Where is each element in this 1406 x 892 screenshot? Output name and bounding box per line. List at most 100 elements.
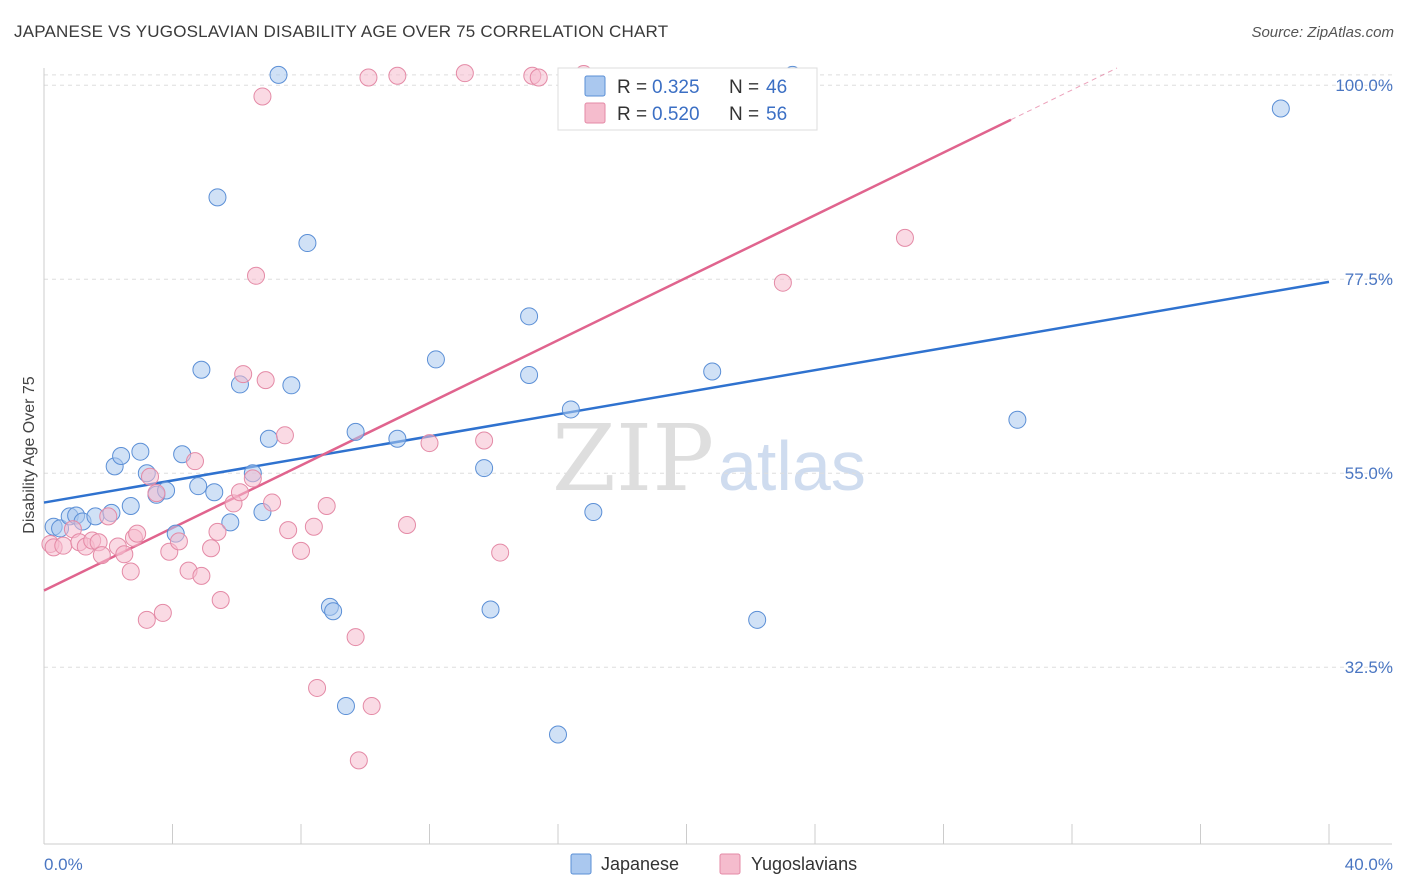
yugoslav-point (529, 68, 548, 87)
y-axis-label: Disability Age Over 75 (21, 376, 38, 534)
yugoslav-point (491, 543, 510, 562)
yugoslav-point (192, 566, 211, 585)
y-tick-label: 55.0% (1345, 464, 1393, 483)
yugoslav-point (275, 426, 294, 445)
legend-yugoslav-swatch (719, 853, 741, 875)
yugoslav-point (92, 546, 111, 565)
yugoslav-point (121, 562, 140, 581)
x-tick-label: 0.0% (44, 855, 83, 874)
japanese-swatch (584, 75, 606, 97)
japanese-point (112, 447, 131, 465)
japanese-point (520, 307, 539, 326)
yugoslav-point (895, 228, 914, 247)
yugoslav-point (292, 541, 310, 560)
yugoslav-point (388, 66, 407, 85)
yugoslav-point (263, 493, 282, 512)
yugoslav-point (211, 590, 230, 609)
yugoslav-point (169, 532, 188, 551)
y-tick-labels: 32.5% 55.0% 77.5% 100.0% (1335, 76, 1393, 677)
yugoslav-trend-line (43, 118, 1012, 592)
yugoslav-point (773, 273, 792, 292)
japanese-point (703, 362, 722, 381)
japanese-point (298, 234, 317, 253)
yugoslav-point (304, 517, 323, 536)
japanese-point (426, 350, 445, 369)
yugoslav-point (141, 467, 160, 486)
data-points (41, 64, 1290, 770)
yugoslav-r-value: 0.520 (652, 104, 700, 125)
japanese-point (336, 697, 355, 716)
japanese-point (748, 610, 767, 629)
yugoslav-point (420, 434, 439, 453)
trend-lines (43, 67, 1330, 592)
yugoslav-point (202, 539, 221, 558)
legend-yugoslav-label: Yugoslavians (751, 854, 857, 874)
yugoslav-point (359, 68, 378, 87)
yugoslav-point (346, 628, 365, 647)
yugoslav-point (230, 483, 249, 502)
legend-japanese-swatch (570, 853, 592, 875)
yugoslav-n-label: N = (729, 104, 759, 125)
yugoslav-point (317, 497, 336, 516)
yugoslav-point (115, 545, 134, 564)
japanese-point (520, 365, 539, 384)
japanese-point (269, 65, 288, 84)
stats-legend: R = 0.325 N = 46 R = 0.520 N = 56 (557, 67, 818, 131)
yugoslav-swatch (584, 102, 606, 124)
yugoslav-point (234, 365, 253, 384)
yugoslav-point (349, 751, 368, 770)
yugoslav-point (137, 610, 156, 629)
japanese-point (208, 188, 227, 207)
japanese-point (1271, 99, 1290, 118)
yugoslav-point (455, 64, 474, 83)
yugoslav-point (243, 469, 262, 488)
yugoslav-point (247, 266, 266, 285)
watermark-zip: ZIP (552, 405, 714, 512)
japanese-point (324, 602, 343, 621)
yugoslav-point (153, 603, 172, 622)
legend-japanese-label: Japanese (601, 854, 679, 874)
japanese-n-value: 46 (766, 77, 787, 98)
yugoslav-point (475, 431, 494, 450)
chart-title: JAPANESE VS YUGOSLAVIAN DISABILITY AGE O… (14, 22, 669, 41)
yugoslav-point (362, 697, 381, 716)
yugoslav-n-value: 56 (766, 104, 787, 125)
x-tick-labels: 0.0% 40.0% (44, 855, 1393, 874)
yugoslav-point (279, 521, 298, 540)
yugoslav-point (253, 87, 272, 106)
series-legend: Japanese Yugoslavians (570, 853, 857, 875)
japanese-point (192, 360, 211, 379)
y-tick-label: 32.5% (1345, 658, 1393, 677)
yugoslav-point (128, 524, 147, 543)
japanese-point (131, 442, 150, 461)
japanese-n-label: N = (729, 77, 759, 98)
yugoslav-point (208, 522, 227, 541)
japanese-point (561, 400, 580, 419)
japanese-point (221, 513, 240, 532)
watermark: ZIP atlas (552, 405, 866, 512)
yugoslav-r-label: R = (617, 104, 647, 125)
yugoslav-point (185, 452, 204, 471)
yugoslav-trend-line-extension (1010, 67, 1118, 121)
japanese-point (259, 429, 278, 448)
japanese-r-value: 0.325 (652, 77, 700, 98)
japanese-point (388, 429, 407, 448)
yugoslav-point (54, 536, 73, 555)
yugoslav-point (398, 515, 417, 534)
japanese-point (282, 376, 301, 395)
japanese-trend-line (43, 280, 1330, 504)
japanese-point (475, 459, 494, 478)
japanese-point (584, 503, 603, 522)
yugoslav-point (99, 507, 118, 526)
japanese-r-label: R = (617, 77, 647, 98)
y-tick-label: 100.0% (1335, 76, 1393, 95)
japanese-point (205, 483, 224, 502)
japanese-point (121, 497, 140, 516)
axes (43, 68, 1392, 845)
x-tick-label: 40.0% (1345, 855, 1393, 874)
yugoslav-point (256, 371, 275, 390)
japanese-point (189, 477, 208, 496)
japanese-point (549, 725, 567, 744)
japanese-point (481, 600, 500, 619)
